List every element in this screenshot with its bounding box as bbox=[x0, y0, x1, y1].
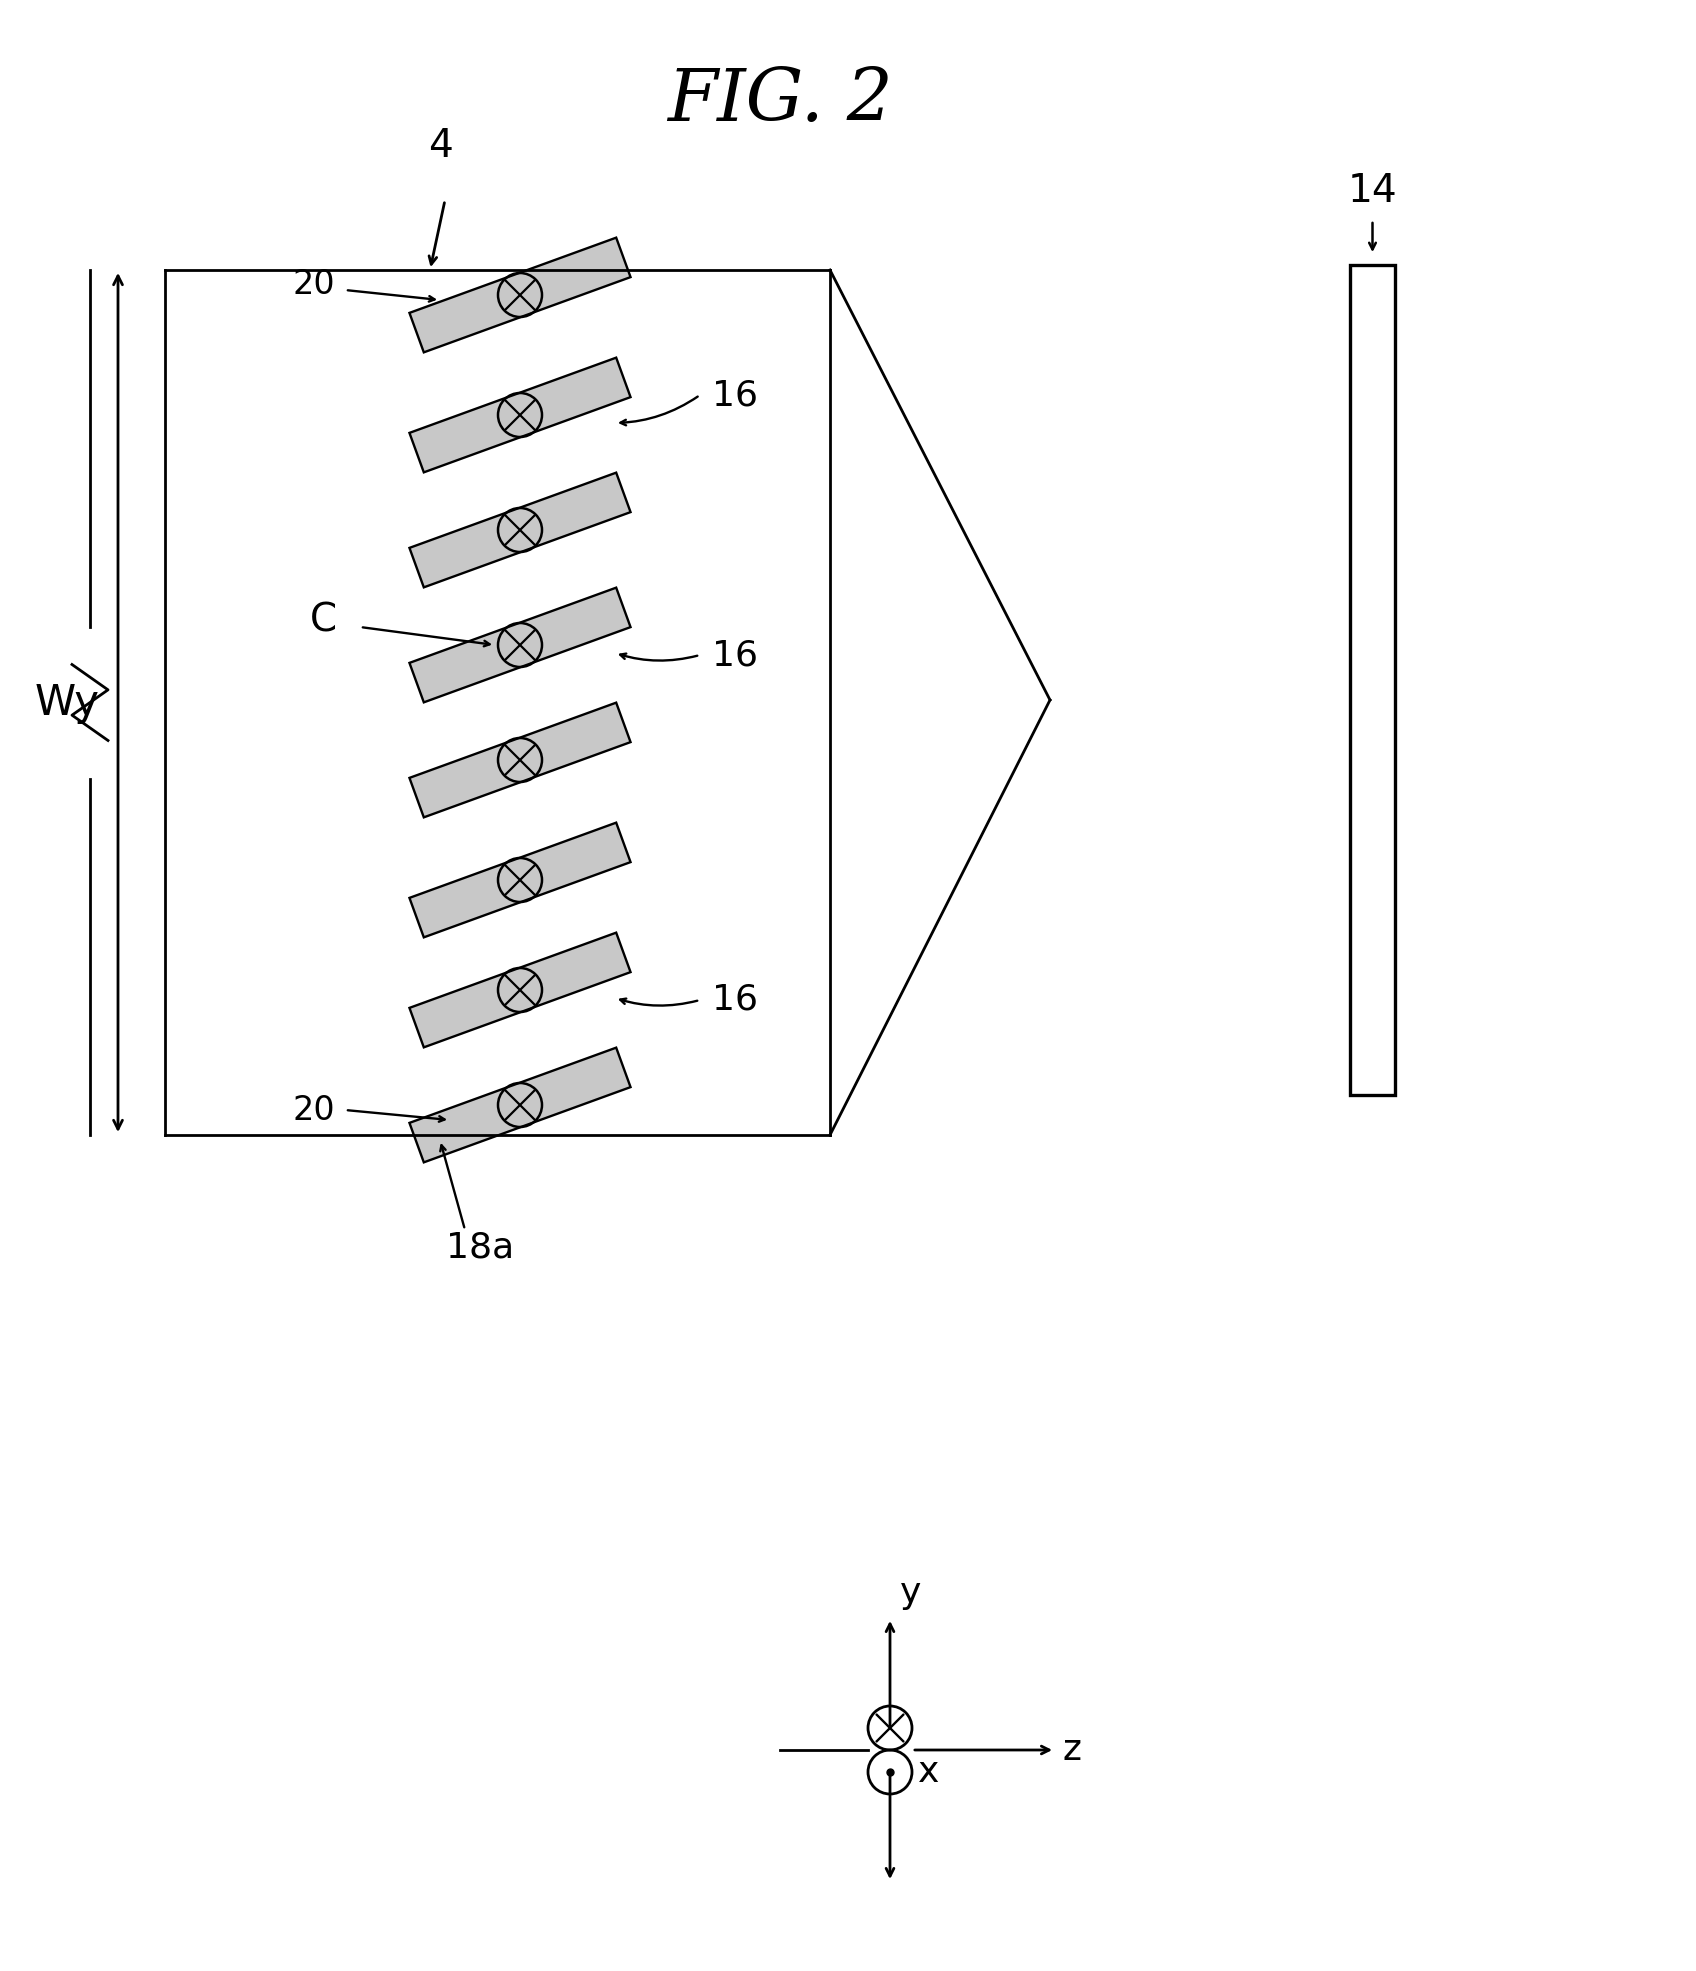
Text: 20: 20 bbox=[292, 1094, 336, 1127]
Polygon shape bbox=[409, 822, 631, 938]
Text: y: y bbox=[901, 1577, 921, 1610]
Text: 16: 16 bbox=[712, 639, 758, 672]
Text: 20: 20 bbox=[292, 268, 336, 302]
Polygon shape bbox=[409, 702, 631, 818]
Polygon shape bbox=[409, 587, 631, 702]
Text: FIG. 2: FIG. 2 bbox=[667, 65, 894, 136]
Text: 16: 16 bbox=[712, 984, 758, 1017]
Text: C: C bbox=[310, 601, 338, 639]
Polygon shape bbox=[409, 238, 631, 353]
Polygon shape bbox=[409, 932, 631, 1047]
Text: Wy: Wy bbox=[36, 682, 100, 723]
Text: 18a: 18a bbox=[446, 1230, 514, 1263]
Bar bbox=[1350, 264, 1396, 1096]
Text: x: x bbox=[918, 1754, 940, 1790]
Polygon shape bbox=[409, 473, 631, 587]
Text: 16: 16 bbox=[712, 378, 758, 412]
Polygon shape bbox=[409, 1049, 631, 1163]
Text: 4: 4 bbox=[427, 126, 453, 166]
Text: 14: 14 bbox=[1348, 171, 1398, 211]
Polygon shape bbox=[409, 357, 631, 473]
Text: z: z bbox=[1063, 1733, 1082, 1766]
